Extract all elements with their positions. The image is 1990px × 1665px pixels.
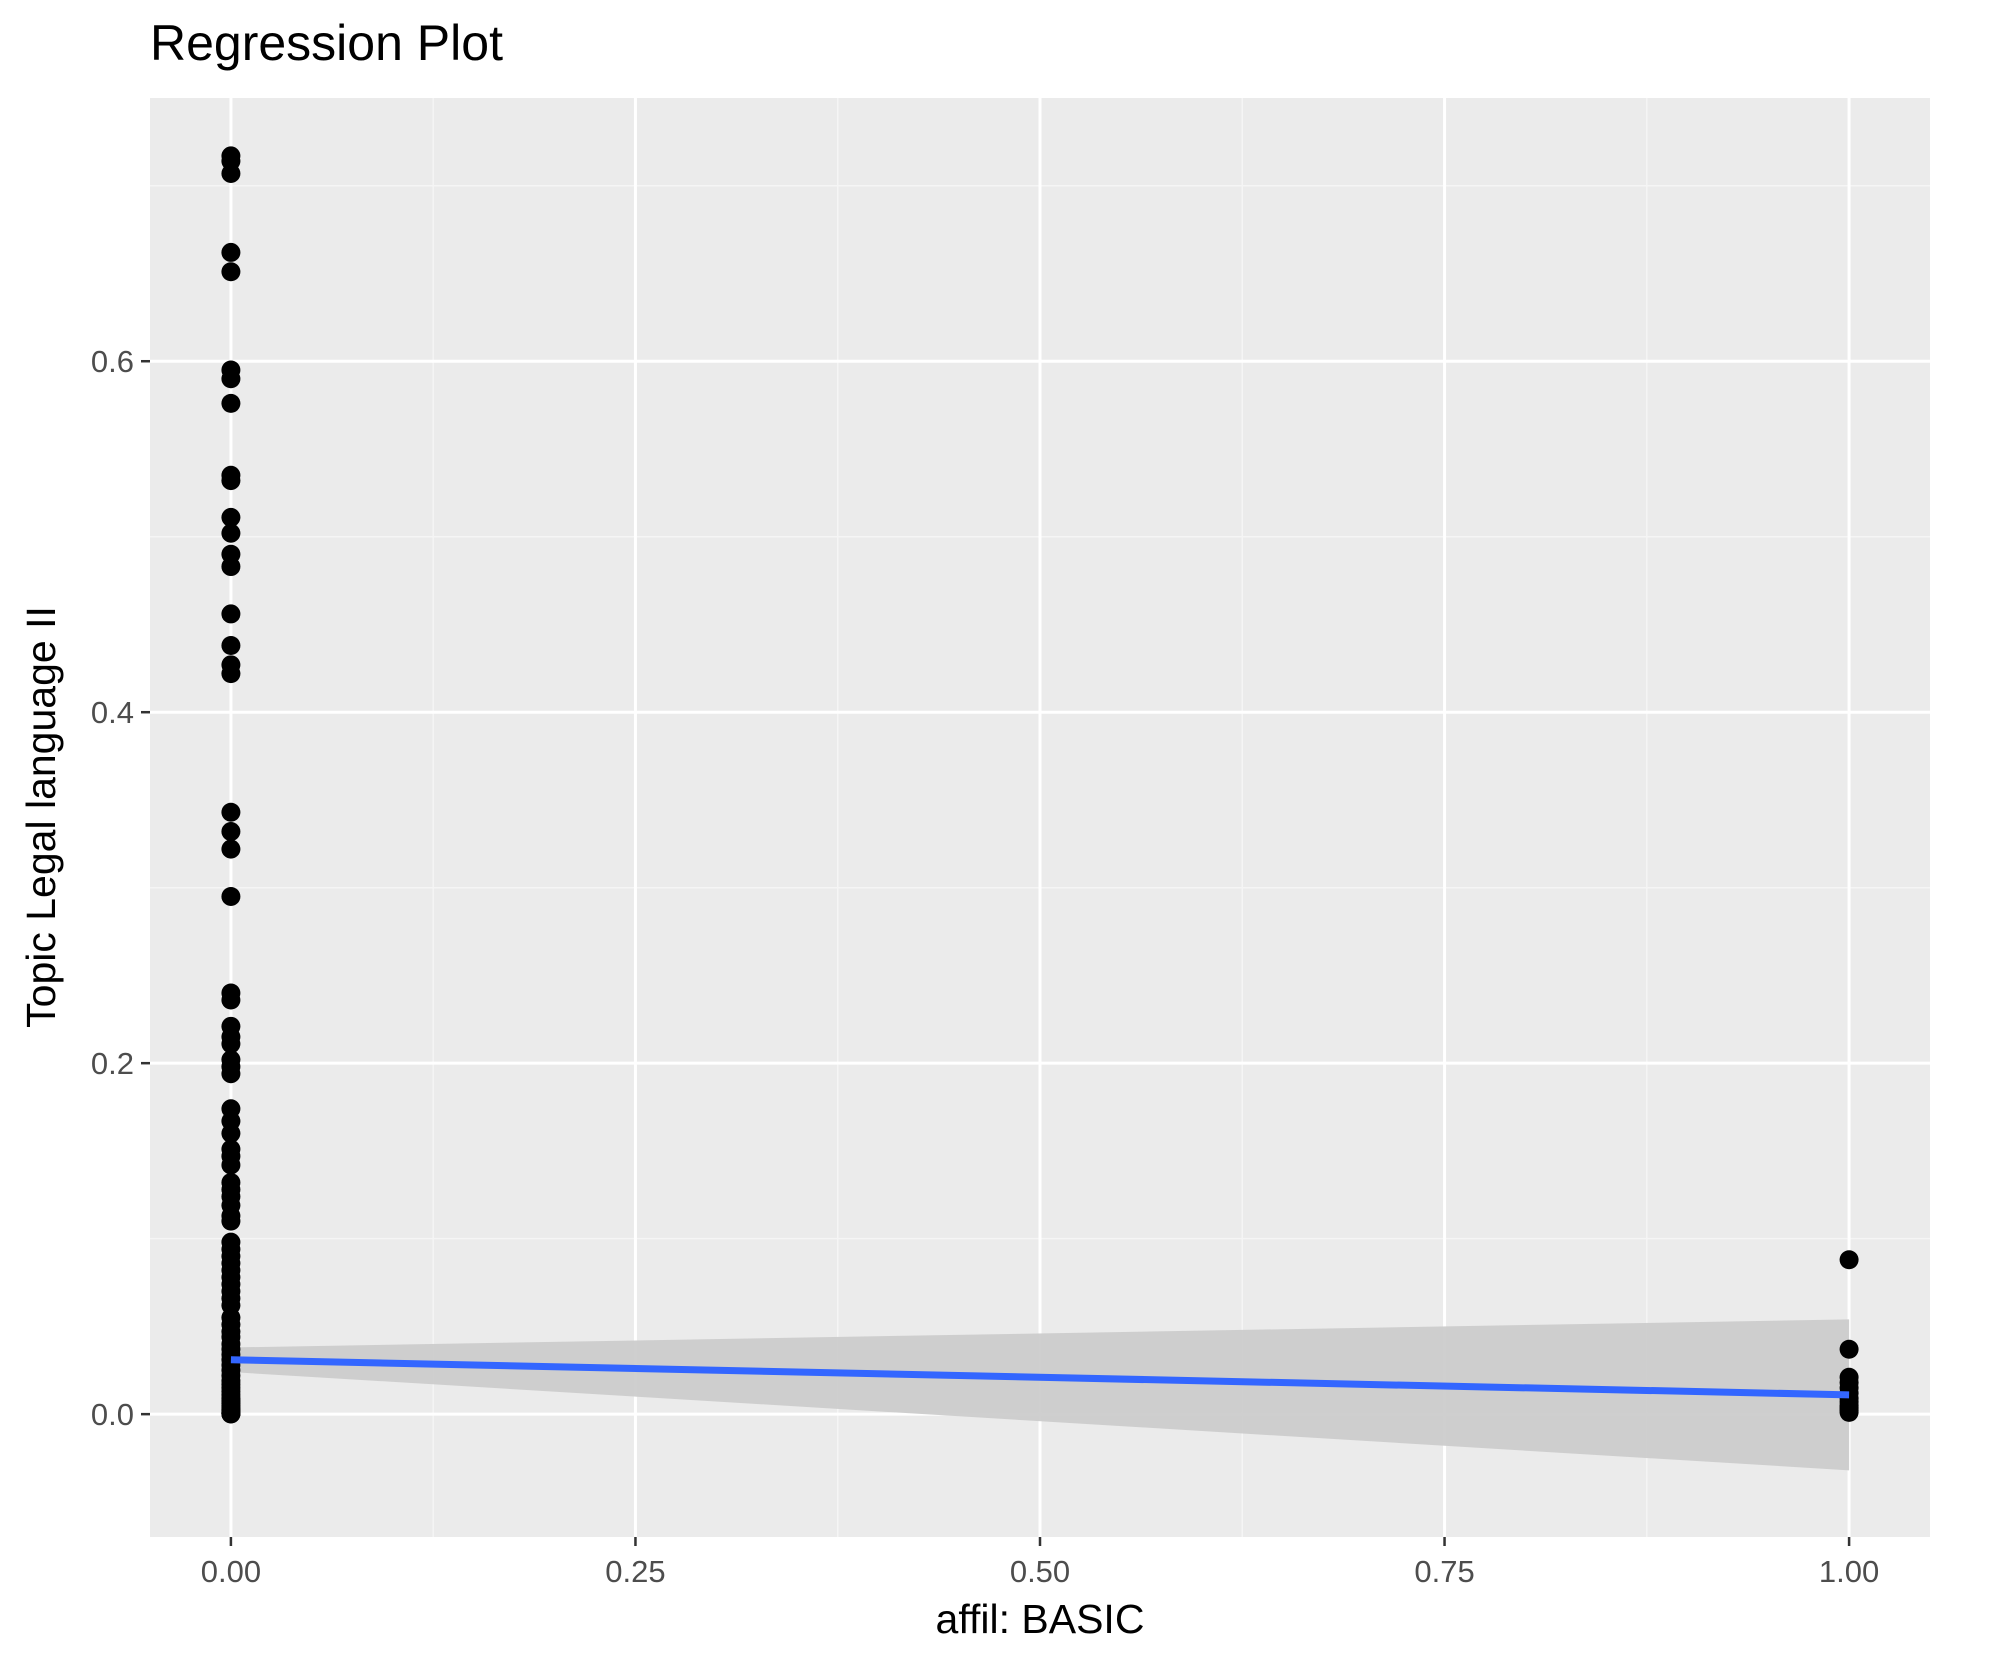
data-point [1839, 1339, 1859, 1359]
x-tick-label: 1.00 [1819, 1554, 1879, 1589]
y-axis-title: Topic Legal language II [18, 606, 64, 1028]
data-point [221, 1034, 241, 1054]
x-axis-title: affil: BASIC [936, 1596, 1145, 1642]
data-point [221, 1064, 241, 1084]
data-point [221, 523, 241, 543]
data-point [221, 1123, 241, 1143]
data-point [221, 507, 241, 527]
data-point [1839, 1250, 1859, 1270]
data-point [221, 664, 241, 684]
y-tick-label: 0.0 [91, 1397, 134, 1432]
data-point [221, 1404, 241, 1424]
data-point [221, 1155, 241, 1175]
data-point [221, 839, 241, 859]
confidence-band-layer [230, 1319, 1850, 1471]
data-point [221, 636, 241, 656]
data-point [221, 262, 241, 282]
data-point [221, 557, 241, 577]
y-tick-label: 0.2 [91, 1046, 134, 1081]
data-point [221, 802, 241, 822]
x-tick-label: 0.25 [605, 1554, 665, 1589]
regression-line-layer [230, 1356, 1850, 1399]
x-tick-label: 0.50 [1010, 1554, 1070, 1589]
regression-line [230, 1356, 1850, 1399]
data-point [221, 242, 241, 262]
data-point [221, 886, 241, 906]
x-tick-label: 0.75 [1414, 1554, 1474, 1589]
data-point [1839, 1402, 1859, 1422]
x-axis: 0.00 0.25 0.50 0.75 1.00 [201, 1537, 1879, 1589]
data-point [221, 163, 241, 183]
data-point [221, 1211, 241, 1231]
data-point [221, 604, 241, 624]
data-point [221, 822, 241, 842]
data-point [221, 990, 241, 1010]
confidence-band [230, 1319, 1850, 1471]
data-point [221, 393, 241, 413]
y-tick-label: 0.4 [91, 695, 134, 730]
y-axis: 0.0 0.2 0.4 0.6 [91, 344, 150, 1432]
chart-title: Regression Plot [150, 15, 503, 71]
x-tick-label: 0.00 [201, 1554, 261, 1589]
y-tick-label: 0.6 [91, 344, 134, 379]
data-point [221, 369, 241, 389]
data-point [221, 471, 241, 491]
